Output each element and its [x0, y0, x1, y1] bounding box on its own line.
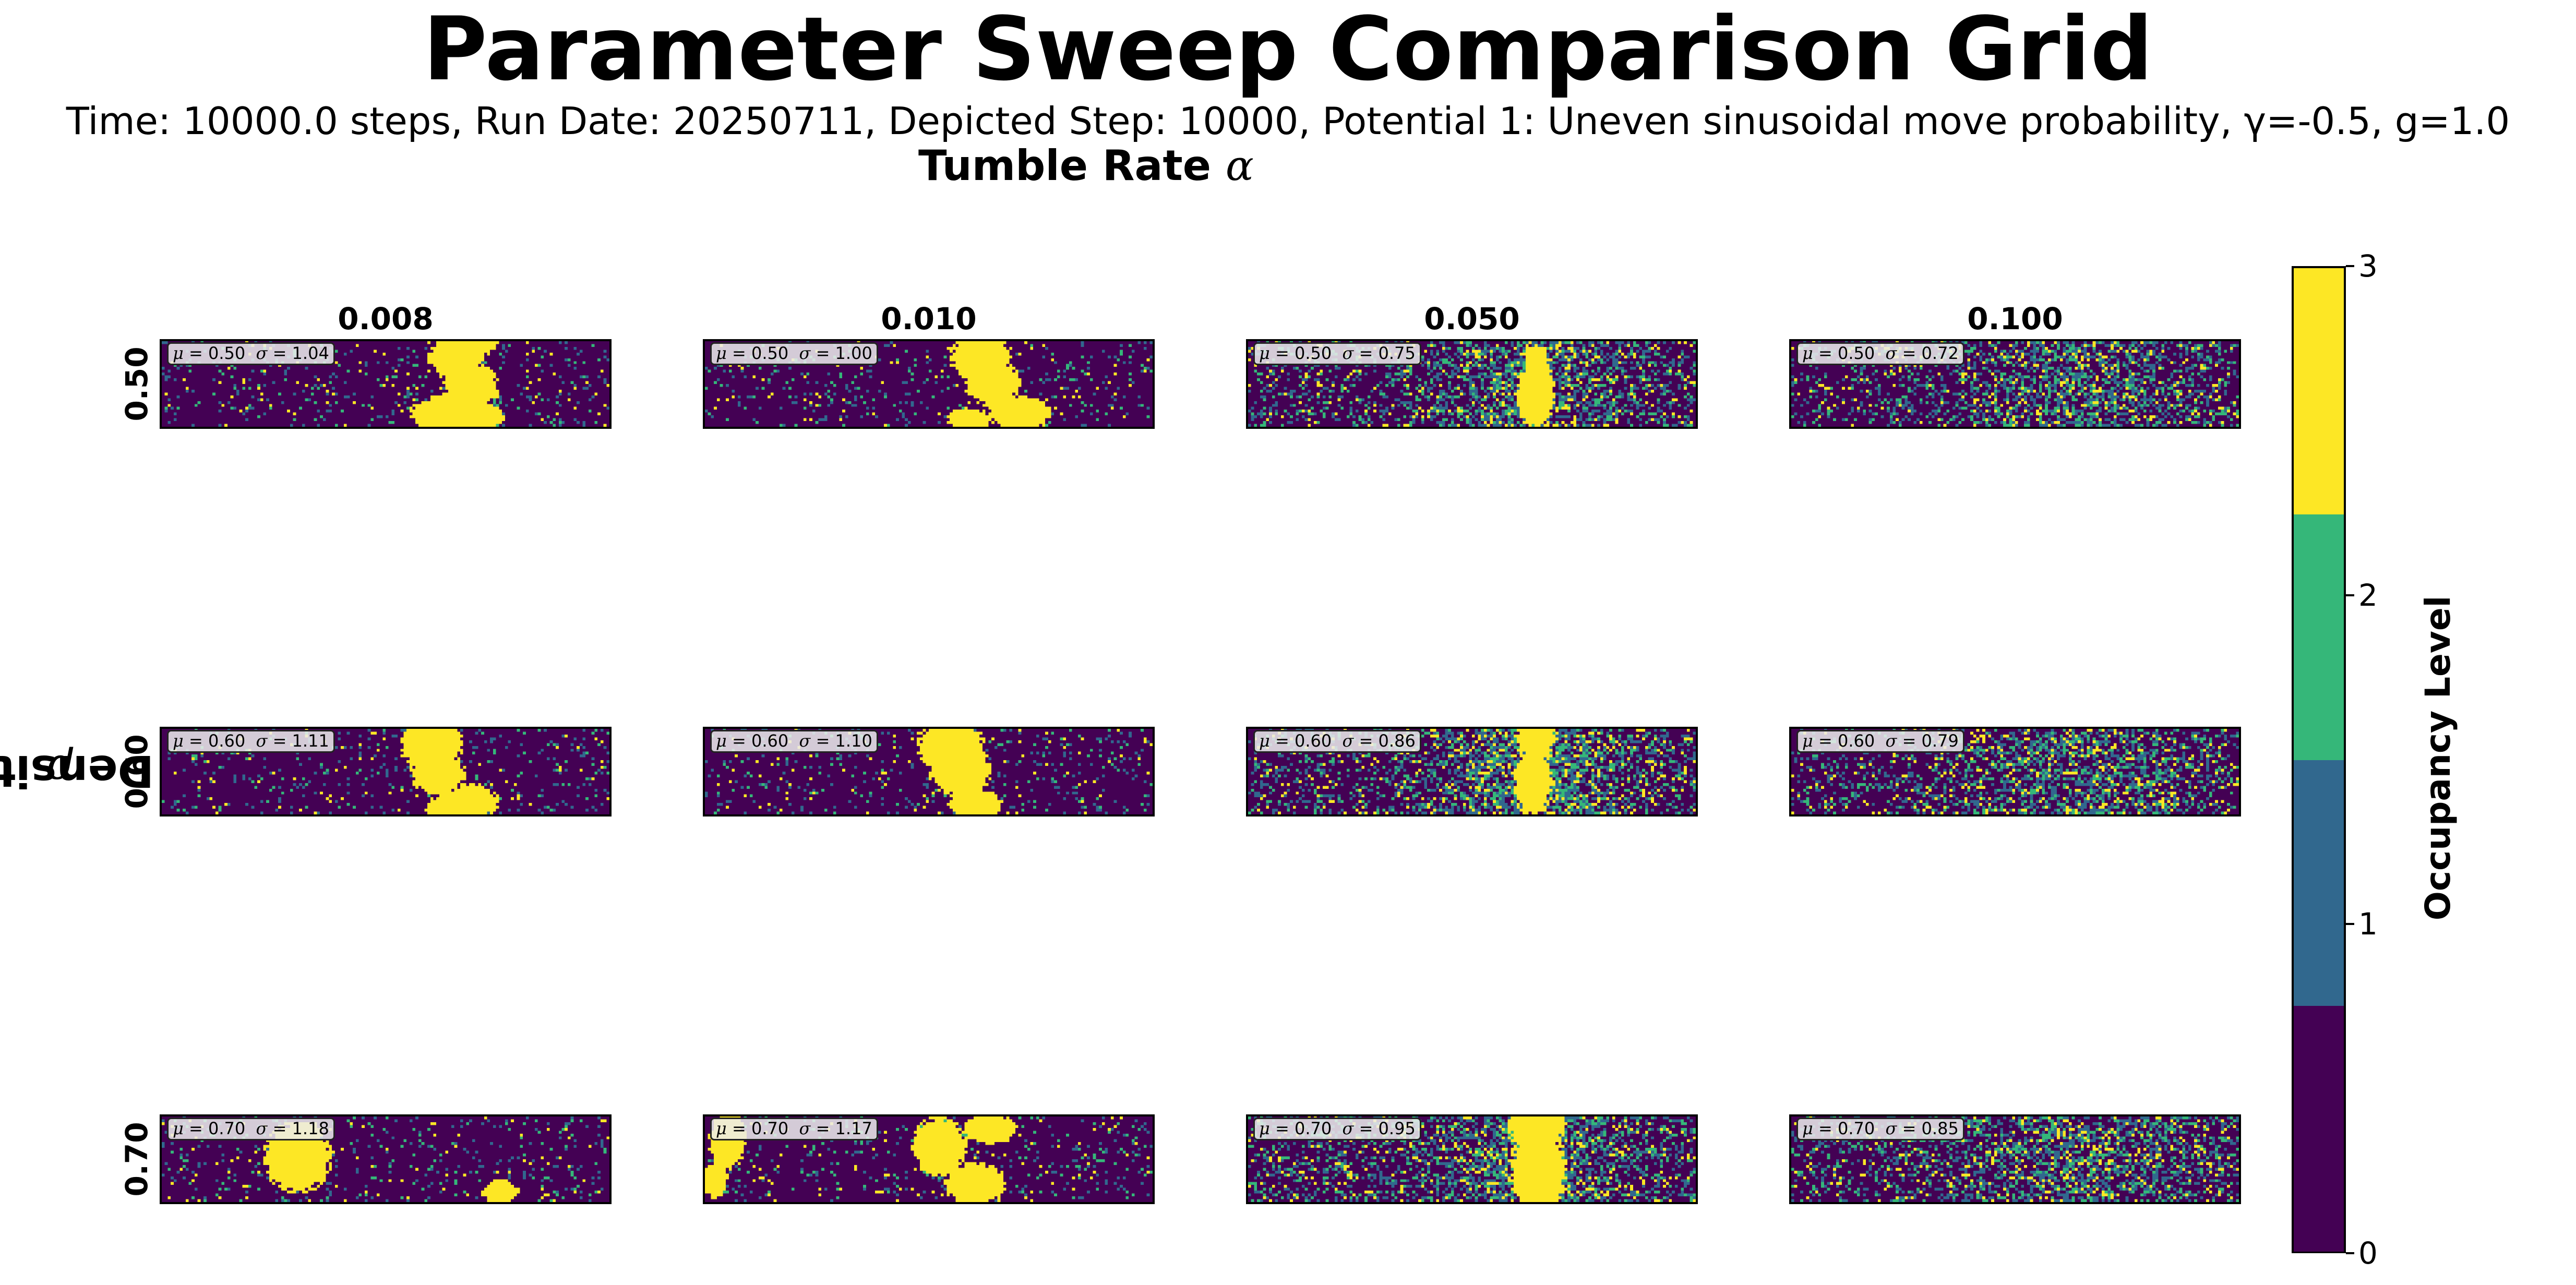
heatmap-panel: μ = 0.60 σ = 1.10: [703, 727, 1155, 816]
heatmap-panel: μ = 0.70 σ = 0.95: [1246, 1114, 1698, 1204]
colorbar-band: [2294, 1005, 2344, 1252]
heatmap-panel: μ = 0.60 σ = 0.79: [1789, 727, 2241, 816]
panel-mean: 0.60: [1837, 731, 1875, 751]
heatmap-panel: μ = 0.50 σ = 1.04: [160, 339, 612, 429]
colorbar-label: Occupancy Level: [2418, 595, 2458, 921]
column-axis-title: Tumble Rate α: [918, 145, 1254, 187]
panel-stats-box: μ = 0.50 σ = 0.72: [1796, 342, 1964, 365]
panel-mean: 0.60: [751, 731, 789, 751]
colorbar: [2292, 266, 2346, 1253]
panel-mean: 0.50: [1294, 343, 1332, 363]
panel-stats-box: μ = 0.50 σ = 0.75: [1253, 342, 1421, 365]
panel-std: 1.17: [835, 1119, 872, 1138]
chart-title: Parameter Sweep Comparison Grid: [423, 0, 2153, 100]
column-label: 0.100: [1967, 301, 2063, 337]
panel-mean: 0.50: [208, 343, 246, 363]
colorbar-tick-label: 0: [2358, 1235, 2378, 1271]
panel-stats-box: μ = 0.60 σ = 0.86: [1253, 730, 1421, 753]
column-label: 0.010: [881, 301, 977, 337]
heatmap-panel: μ = 0.50 σ = 1.00: [703, 339, 1155, 429]
panel-stats-box: μ = 0.70 σ = 1.18: [167, 1118, 335, 1140]
panel-std: 1.18: [292, 1119, 329, 1138]
column-axis-label: Tumble Rate: [918, 141, 1211, 190]
heatmap-panel: μ = 0.70 σ = 0.85: [1789, 1114, 2241, 1204]
column-axis-symbol: α: [1225, 141, 1254, 190]
colorbar-tick: [2346, 594, 2354, 596]
heatmap-panel: μ = 0.60 σ = 0.86: [1246, 727, 1698, 816]
colorbar-band: [2294, 268, 2344, 514]
panel-stats-box: μ = 0.60 σ = 0.79: [1796, 730, 1964, 753]
panel-stats-box: μ = 0.60 σ = 1.10: [710, 730, 878, 753]
panel-std: 0.86: [1378, 731, 1416, 751]
chart-subtitle: Time: 10000.0 steps, Run Date: 20250711,…: [66, 99, 2510, 143]
panel-std: 1.11: [292, 731, 329, 751]
panel-std: 0.85: [1921, 1119, 1959, 1138]
row-axis-symbol: ρ: [47, 746, 73, 797]
colorbar-tick-label: 3: [2358, 248, 2378, 284]
panel-std: 1.00: [835, 343, 872, 363]
panel-stats-box: μ = 0.60 σ = 1.11: [167, 730, 335, 753]
heatmap-panel: μ = 0.50 σ = 0.72: [1789, 339, 2241, 429]
heatmap-panel: μ = 0.70 σ = 1.17: [703, 1114, 1155, 1204]
panel-mean: 0.70: [751, 1119, 789, 1138]
colorbar-tick-label: 2: [2358, 577, 2378, 613]
panel-std: 0.95: [1378, 1119, 1416, 1138]
panel-mean: 0.60: [208, 731, 246, 751]
panel-stats-box: μ = 0.70 σ = 0.95: [1253, 1118, 1421, 1140]
panel-stats-box: μ = 0.70 σ = 0.85: [1796, 1118, 1964, 1140]
colorbar-tick: [2346, 265, 2354, 267]
colorbar-tick: [2346, 923, 2354, 926]
heatmap-panel: μ = 0.60 σ = 1.11: [160, 727, 612, 816]
panel-mean: 0.50: [1837, 343, 1875, 363]
colorbar-tick-label: 1: [2358, 906, 2378, 942]
panel-std: 1.04: [292, 343, 329, 363]
heatmap-panel: μ = 0.70 σ = 1.18: [160, 1114, 612, 1204]
panel-std: 0.75: [1378, 343, 1416, 363]
column-label: 0.050: [1424, 301, 1520, 337]
panel-std: 1.10: [835, 731, 872, 751]
column-label: 0.008: [338, 301, 434, 337]
panel-std: 0.79: [1921, 731, 1959, 751]
panel-mean: 0.50: [751, 343, 789, 363]
panel-stats-box: μ = 0.50 σ = 1.00: [710, 342, 878, 365]
heatmap-panel: μ = 0.50 σ = 0.75: [1246, 339, 1698, 429]
colorbar-band: [2294, 760, 2344, 1006]
colorbar-tick: [2346, 1252, 2354, 1254]
panel-stats-box: μ = 0.70 σ = 1.17: [710, 1118, 878, 1140]
panel-mean: 0.70: [1837, 1119, 1875, 1138]
panel-mean: 0.70: [208, 1119, 246, 1138]
panel-mean: 0.70: [1294, 1119, 1332, 1138]
panel-std: 0.72: [1921, 343, 1959, 363]
colorbar-band: [2294, 514, 2344, 760]
panel-stats-box: μ = 0.50 σ = 1.04: [167, 342, 335, 365]
panel-mean: 0.60: [1294, 731, 1332, 751]
